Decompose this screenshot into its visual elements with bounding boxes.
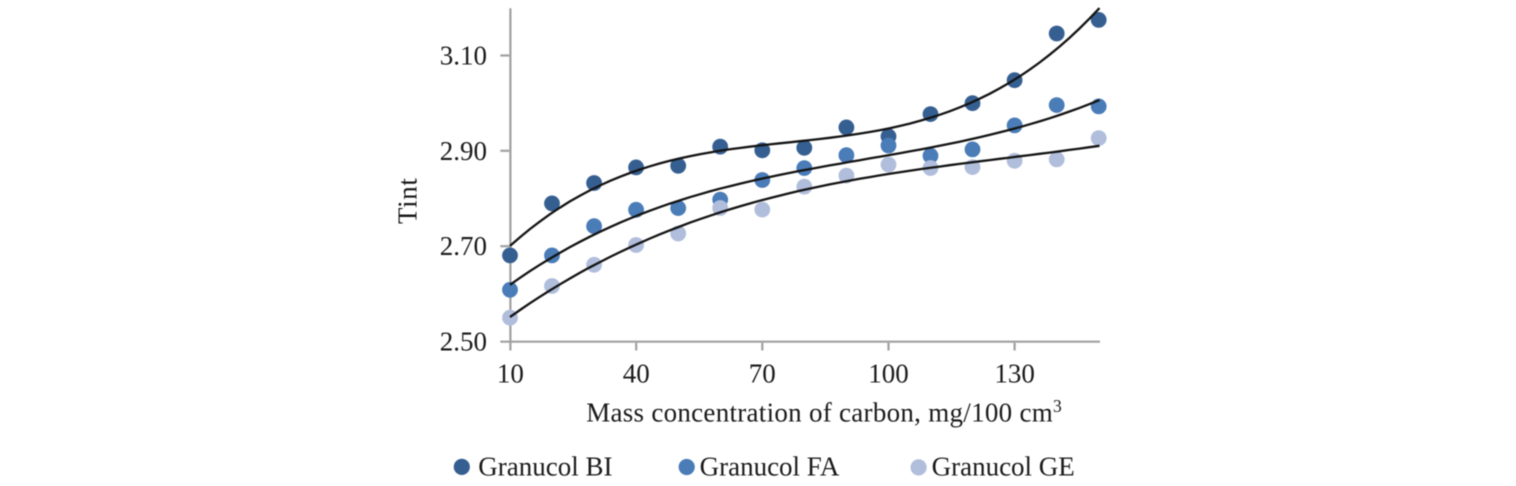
svg-text:2.90: 2.90 [440, 136, 487, 166]
svg-text:10: 10 [497, 359, 524, 389]
svg-text:3.10: 3.10 [440, 41, 487, 71]
svg-text:40: 40 [623, 359, 650, 389]
svg-text:Granucol FA: Granucol FA [700, 452, 840, 482]
svg-text:Tint: Tint [392, 178, 422, 224]
svg-text:2.70: 2.70 [440, 231, 487, 261]
svg-text:Granucol GE: Granucol GE [932, 452, 1075, 482]
svg-text:Mass concentration of carbon,: Mass concentration of carbon, mg/100 cm3 [586, 396, 1062, 428]
svg-text:2.50: 2.50 [440, 327, 487, 357]
svg-text:130: 130 [994, 359, 1035, 389]
svg-text:Granucol BI: Granucol BI [478, 452, 612, 482]
svg-text:100: 100 [868, 359, 909, 389]
svg-text:70: 70 [749, 359, 776, 389]
